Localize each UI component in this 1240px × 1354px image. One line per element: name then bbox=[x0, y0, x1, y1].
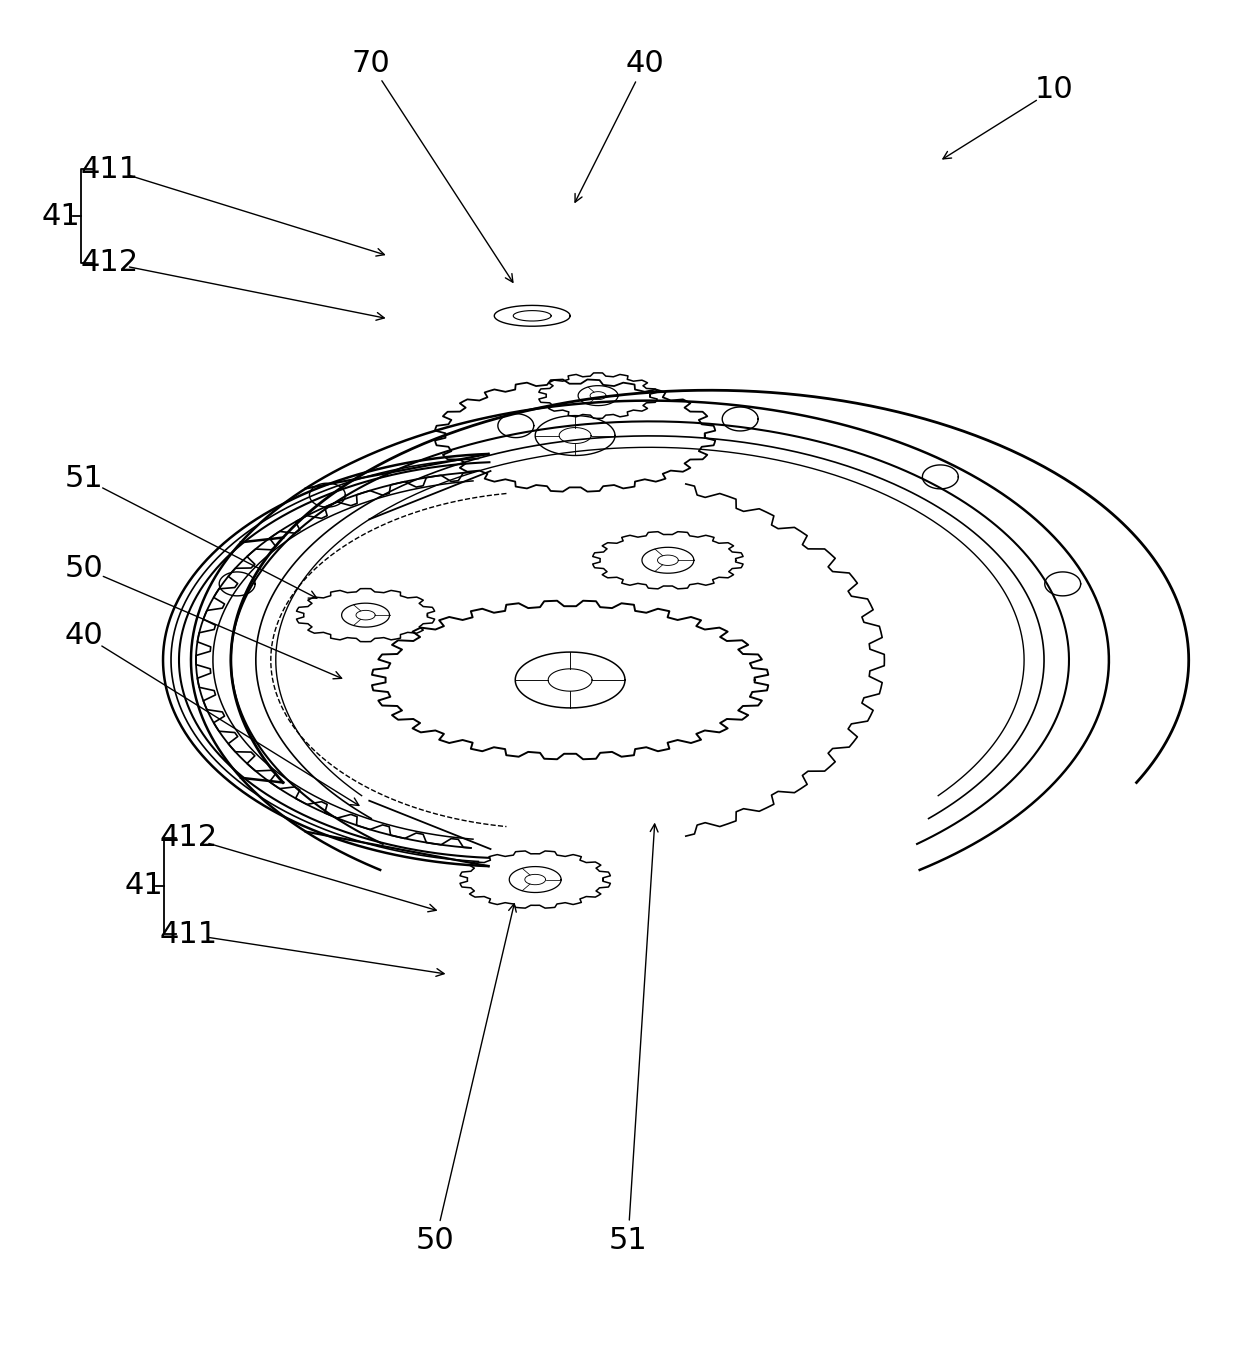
Text: 40: 40 bbox=[625, 49, 665, 79]
Text: 50: 50 bbox=[417, 1227, 455, 1255]
Text: 412: 412 bbox=[81, 248, 138, 278]
Text: 40: 40 bbox=[64, 620, 104, 650]
Text: 411: 411 bbox=[81, 154, 138, 184]
Text: 70: 70 bbox=[351, 49, 389, 79]
Text: 50: 50 bbox=[64, 554, 104, 582]
Text: 41: 41 bbox=[42, 202, 81, 230]
Text: 412: 412 bbox=[160, 823, 218, 852]
Text: 41: 41 bbox=[125, 871, 164, 900]
Text: 10: 10 bbox=[1034, 74, 1074, 104]
Text: 51: 51 bbox=[64, 464, 104, 493]
Text: 51: 51 bbox=[609, 1227, 647, 1255]
Text: 411: 411 bbox=[160, 919, 218, 949]
